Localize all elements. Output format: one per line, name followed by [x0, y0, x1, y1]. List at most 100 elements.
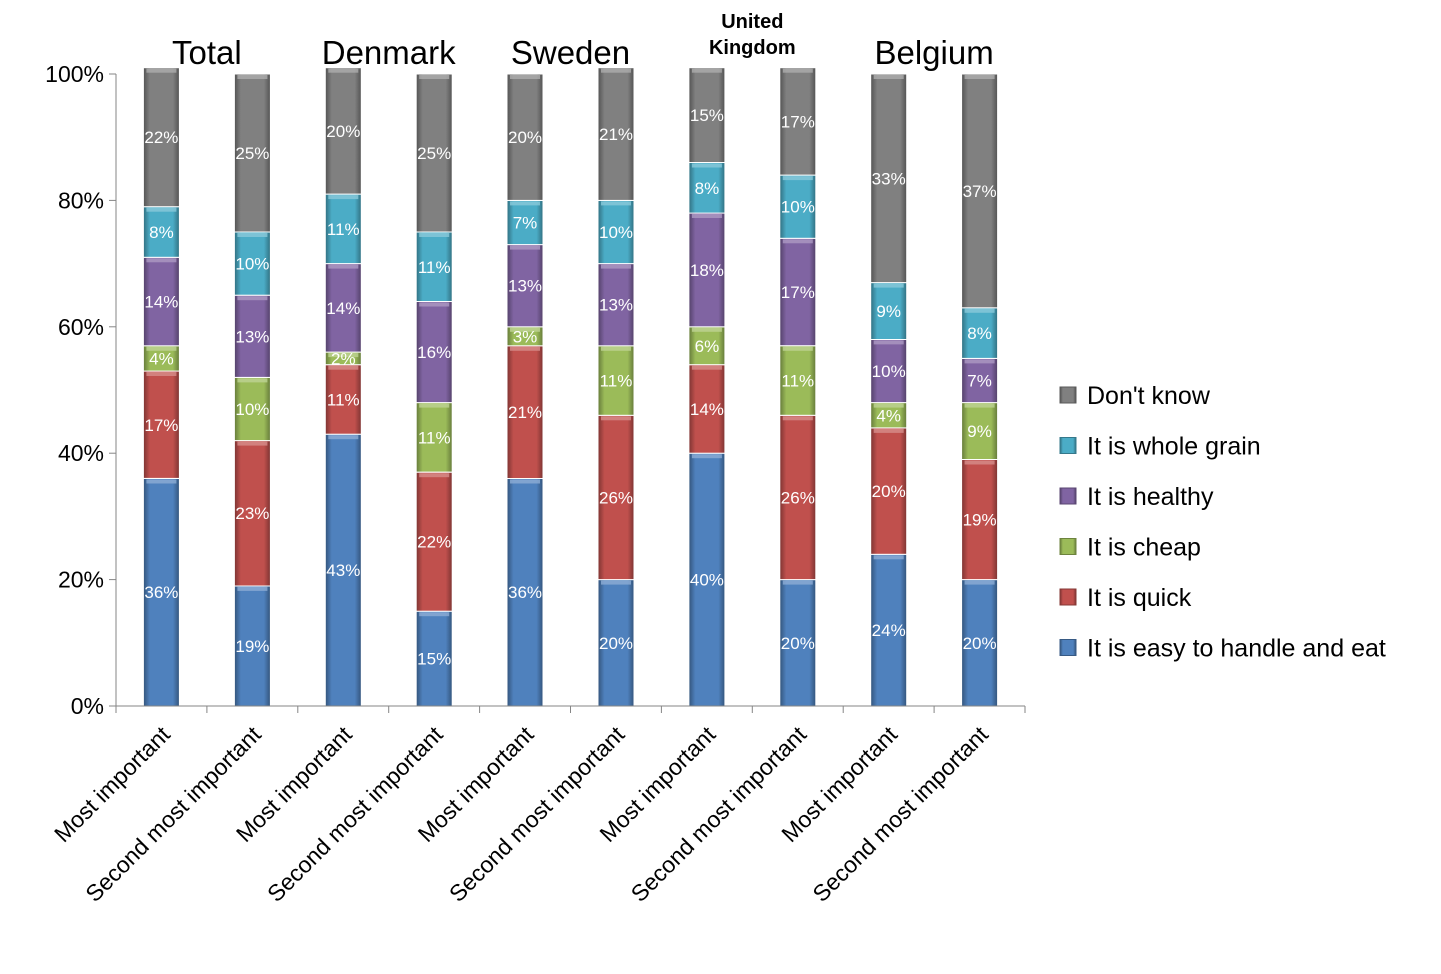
- data-label: 17%: [781, 112, 815, 131]
- data-label: 20%: [326, 122, 360, 141]
- bar-segment-bevel: [782, 416, 813, 421]
- bar-segment-bevel: [510, 327, 540, 332]
- bar-segment: [233, 231, 271, 296]
- data-label: 14%: [144, 293, 178, 312]
- bar-segment: [506, 73, 544, 201]
- bar-segment: [324, 67, 362, 195]
- bar-segment-bevel: [510, 75, 540, 79]
- bar-segment-bevel: [419, 612, 450, 617]
- y-tick-label: 100%: [45, 61, 104, 87]
- data-label: 9%: [967, 422, 992, 441]
- data-label: 9%: [876, 302, 901, 321]
- bar-segment-bevel: [237, 586, 268, 591]
- bar-segment-bevel: [146, 68, 177, 73]
- data-label: 17%: [781, 283, 815, 302]
- bar-segment-bevel: [964, 359, 995, 364]
- bar-segment-bevel: [237, 296, 268, 301]
- data-label: 21%: [599, 125, 633, 144]
- bar-segment-bevel: [601, 264, 631, 269]
- bar-segment-bevel: [419, 403, 450, 408]
- bar-segment-bevel: [873, 555, 904, 560]
- bar-segment: [142, 478, 180, 707]
- bar-segment-bevel: [964, 75, 995, 79]
- bar-segment: [415, 402, 453, 473]
- data-label: 4%: [149, 349, 174, 368]
- data-label: 21%: [508, 403, 542, 422]
- bar-segment: [506, 345, 544, 479]
- data-label: 36%: [144, 583, 178, 602]
- bar-segment-bevel: [146, 346, 177, 351]
- legend-label: It is healthy: [1087, 483, 1214, 511]
- bar-segment-bevel: [873, 283, 904, 288]
- group-title: Kingdom: [709, 37, 796, 59]
- data-label: 25%: [417, 144, 451, 163]
- bar-segment-bevel: [691, 327, 722, 332]
- data-label: 6%: [695, 337, 720, 356]
- bar-segment: [142, 256, 180, 347]
- data-label: 20%: [508, 128, 542, 147]
- legend-swatch: [1059, 538, 1077, 555]
- bar-segment: [233, 440, 271, 587]
- legend-swatch: [1059, 588, 1077, 606]
- group-title: Sweden: [511, 34, 630, 71]
- bar-segment: [597, 579, 635, 707]
- bar-segment: [961, 307, 999, 359]
- bar-segment: [233, 294, 271, 378]
- group-titles-layer: Total Denmark Sweden United Kingdom Belgium: [172, 11, 994, 71]
- bar-segment-bevel: [328, 195, 359, 200]
- bar-segment: [779, 345, 817, 416]
- bar-segment-bevel: [237, 233, 268, 237]
- bar-segment-bevel: [237, 441, 268, 446]
- bar-segment: [779, 174, 817, 239]
- bar-segment: [870, 427, 908, 555]
- bar-segment-bevel: [691, 214, 722, 218]
- bar-segment-bevel: [146, 207, 177, 212]
- group-title: Total: [172, 34, 242, 71]
- legend-label: It is easy to handle and eat: [1087, 635, 1386, 663]
- data-label: 11%: [781, 372, 814, 391]
- data-label: 23%: [235, 504, 269, 523]
- bar-segment-bevel: [146, 258, 177, 263]
- bar-segment: [597, 199, 635, 265]
- bar-segment-bevel: [510, 201, 540, 206]
- group-title: United: [721, 11, 783, 33]
- y-tick-label: 20%: [58, 567, 104, 593]
- bar-segment: [324, 433, 362, 707]
- bar-segment: [688, 67, 726, 163]
- bar-segment: [961, 73, 999, 309]
- group-title: Denmark: [322, 34, 456, 71]
- data-label: 2%: [331, 349, 356, 368]
- bar-segment: [324, 193, 362, 265]
- data-label: 19%: [963, 511, 997, 530]
- data-label: 14%: [326, 299, 360, 318]
- data-label: 15%: [417, 650, 451, 669]
- data-label: 7%: [513, 214, 538, 233]
- data-label: 15%: [690, 106, 724, 125]
- bar-segment-bevel: [146, 372, 177, 376]
- data-label: 11%: [327, 220, 360, 239]
- bar-segment: [961, 357, 999, 404]
- bar-segment: [324, 364, 362, 435]
- bar-segment-bevel: [782, 68, 813, 73]
- bar-segment-bevel: [782, 239, 813, 244]
- legend-label: It is quick: [1087, 584, 1192, 612]
- bar-segment-bevel: [510, 346, 540, 351]
- data-label: 8%: [149, 223, 174, 242]
- data-label: 16%: [417, 343, 451, 362]
- data-label: 10%: [781, 198, 815, 217]
- bar-segment: [415, 301, 453, 404]
- bar-segment: [779, 237, 817, 347]
- legend-swatch: [1059, 639, 1077, 656]
- bar-segment-bevel: [691, 163, 722, 168]
- data-label: 8%: [695, 179, 720, 198]
- data-label: 26%: [599, 488, 633, 507]
- data-label: 7%: [967, 372, 992, 391]
- bar-segment: [688, 452, 726, 707]
- bar-segment-bevel: [782, 580, 813, 585]
- bar-segment: [324, 263, 362, 353]
- bar-segment-bevel: [873, 340, 904, 345]
- data-labels-layer: 36% 17% 4% 14% 8% 22% 19% 23% 10% 13% 10% 25% 43% 11%…: [144, 106, 997, 669]
- bar-segment-bevel: [328, 435, 359, 440]
